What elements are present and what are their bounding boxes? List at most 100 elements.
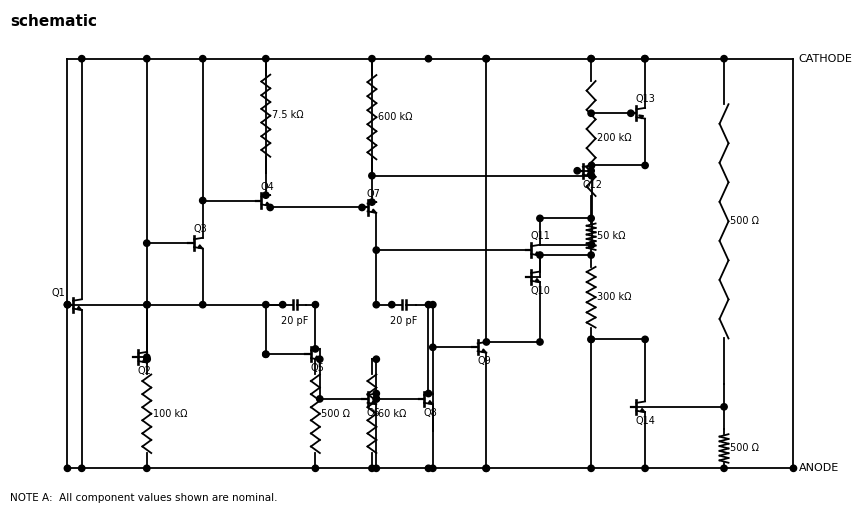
Circle shape bbox=[199, 301, 206, 308]
Circle shape bbox=[199, 197, 206, 204]
Circle shape bbox=[262, 55, 269, 62]
Circle shape bbox=[627, 110, 634, 116]
Text: schematic: schematic bbox=[9, 14, 97, 30]
Circle shape bbox=[721, 465, 728, 472]
Circle shape bbox=[369, 199, 375, 206]
Circle shape bbox=[721, 404, 728, 410]
Polygon shape bbox=[640, 408, 645, 412]
Text: Q3: Q3 bbox=[193, 225, 207, 235]
Polygon shape bbox=[142, 359, 148, 363]
Circle shape bbox=[317, 356, 323, 363]
Circle shape bbox=[589, 162, 595, 169]
Circle shape bbox=[588, 465, 595, 472]
Text: Q1: Q1 bbox=[52, 288, 66, 298]
Circle shape bbox=[373, 396, 380, 402]
Circle shape bbox=[373, 465, 380, 472]
Circle shape bbox=[588, 336, 595, 343]
Circle shape bbox=[588, 215, 595, 221]
Text: 7.5 kΩ: 7.5 kΩ bbox=[272, 110, 304, 120]
Circle shape bbox=[317, 396, 323, 402]
Text: 500 Ω: 500 Ω bbox=[321, 409, 350, 419]
Circle shape bbox=[482, 55, 489, 62]
Text: Q10: Q10 bbox=[531, 286, 551, 296]
Circle shape bbox=[483, 339, 489, 345]
Circle shape bbox=[588, 55, 595, 62]
Text: Q12: Q12 bbox=[583, 180, 602, 190]
Polygon shape bbox=[482, 349, 487, 353]
Text: Q8: Q8 bbox=[424, 408, 438, 418]
Circle shape bbox=[143, 465, 150, 472]
Circle shape bbox=[64, 301, 71, 308]
Circle shape bbox=[369, 465, 375, 472]
Polygon shape bbox=[428, 401, 433, 404]
Text: 100 kΩ: 100 kΩ bbox=[153, 409, 187, 419]
Text: 200 kΩ: 200 kΩ bbox=[597, 133, 632, 143]
Circle shape bbox=[143, 55, 150, 62]
Circle shape bbox=[267, 204, 274, 211]
Circle shape bbox=[369, 55, 375, 62]
Circle shape bbox=[574, 168, 581, 174]
Circle shape bbox=[262, 192, 269, 198]
Text: 500 Ω: 500 Ω bbox=[730, 217, 759, 227]
Circle shape bbox=[483, 465, 489, 472]
Circle shape bbox=[199, 55, 206, 62]
Text: 20 pF: 20 pF bbox=[280, 316, 308, 326]
Text: Q13: Q13 bbox=[636, 94, 656, 104]
Polygon shape bbox=[372, 401, 376, 404]
Polygon shape bbox=[535, 252, 540, 256]
Circle shape bbox=[430, 301, 436, 308]
Circle shape bbox=[79, 55, 85, 62]
Circle shape bbox=[791, 465, 797, 472]
Circle shape bbox=[373, 396, 380, 402]
Circle shape bbox=[425, 465, 432, 472]
Polygon shape bbox=[535, 279, 540, 282]
Circle shape bbox=[373, 356, 380, 363]
Text: Q7: Q7 bbox=[367, 189, 381, 199]
Text: 50 kΩ: 50 kΩ bbox=[597, 231, 626, 241]
Circle shape bbox=[642, 336, 648, 343]
Circle shape bbox=[483, 55, 489, 62]
Circle shape bbox=[369, 172, 375, 179]
Circle shape bbox=[430, 465, 436, 472]
Circle shape bbox=[79, 465, 85, 472]
Circle shape bbox=[262, 351, 269, 357]
Text: Q11: Q11 bbox=[531, 231, 551, 241]
Circle shape bbox=[588, 336, 595, 343]
Polygon shape bbox=[266, 202, 270, 206]
Text: Q2: Q2 bbox=[138, 366, 152, 376]
Text: CATHODE: CATHODE bbox=[798, 54, 853, 64]
Circle shape bbox=[537, 252, 543, 258]
Circle shape bbox=[642, 55, 648, 62]
Circle shape bbox=[588, 55, 595, 62]
Circle shape bbox=[312, 346, 318, 352]
Circle shape bbox=[373, 391, 380, 397]
Text: Q14: Q14 bbox=[636, 416, 656, 426]
Circle shape bbox=[589, 172, 595, 179]
Circle shape bbox=[425, 55, 432, 62]
Circle shape bbox=[144, 356, 150, 363]
Text: 300 kΩ: 300 kΩ bbox=[597, 292, 632, 302]
Circle shape bbox=[280, 301, 286, 308]
Circle shape bbox=[588, 168, 595, 174]
Polygon shape bbox=[315, 356, 320, 359]
Polygon shape bbox=[372, 209, 376, 213]
Circle shape bbox=[143, 354, 150, 360]
Circle shape bbox=[721, 55, 728, 62]
Circle shape bbox=[588, 110, 595, 116]
Circle shape bbox=[312, 465, 318, 472]
Circle shape bbox=[388, 301, 395, 308]
Circle shape bbox=[537, 215, 543, 221]
Circle shape bbox=[64, 301, 71, 308]
Circle shape bbox=[425, 391, 432, 397]
Polygon shape bbox=[639, 115, 644, 119]
Circle shape bbox=[642, 465, 648, 472]
Polygon shape bbox=[77, 306, 82, 310]
Circle shape bbox=[373, 247, 380, 253]
Circle shape bbox=[425, 301, 432, 308]
Circle shape bbox=[143, 240, 150, 246]
Text: 60 kΩ: 60 kΩ bbox=[378, 409, 406, 419]
Text: NOTE A:  All component values shown are nominal.: NOTE A: All component values shown are n… bbox=[9, 493, 277, 503]
Circle shape bbox=[641, 55, 648, 62]
Text: Q5: Q5 bbox=[311, 363, 324, 373]
Text: Q6: Q6 bbox=[367, 408, 381, 418]
